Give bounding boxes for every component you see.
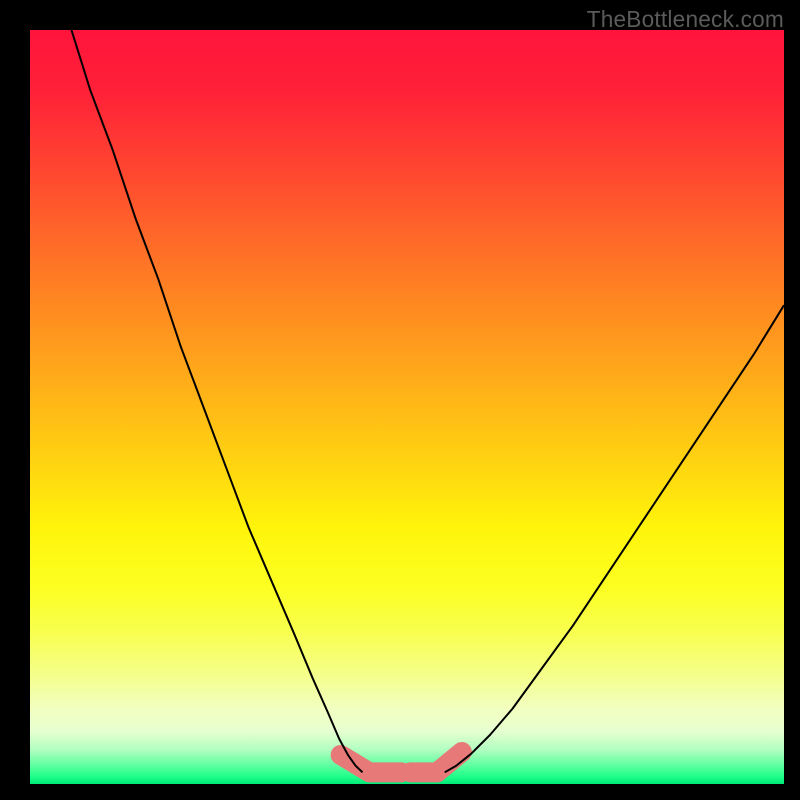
chart-stage: TheBottleneck.com bbox=[0, 0, 800, 800]
bottleneck-curve-right bbox=[445, 305, 784, 772]
curve-layer bbox=[30, 30, 784, 784]
bottleneck-curve-left bbox=[71, 30, 362, 772]
watermark-text: TheBottleneck.com bbox=[587, 6, 784, 33]
